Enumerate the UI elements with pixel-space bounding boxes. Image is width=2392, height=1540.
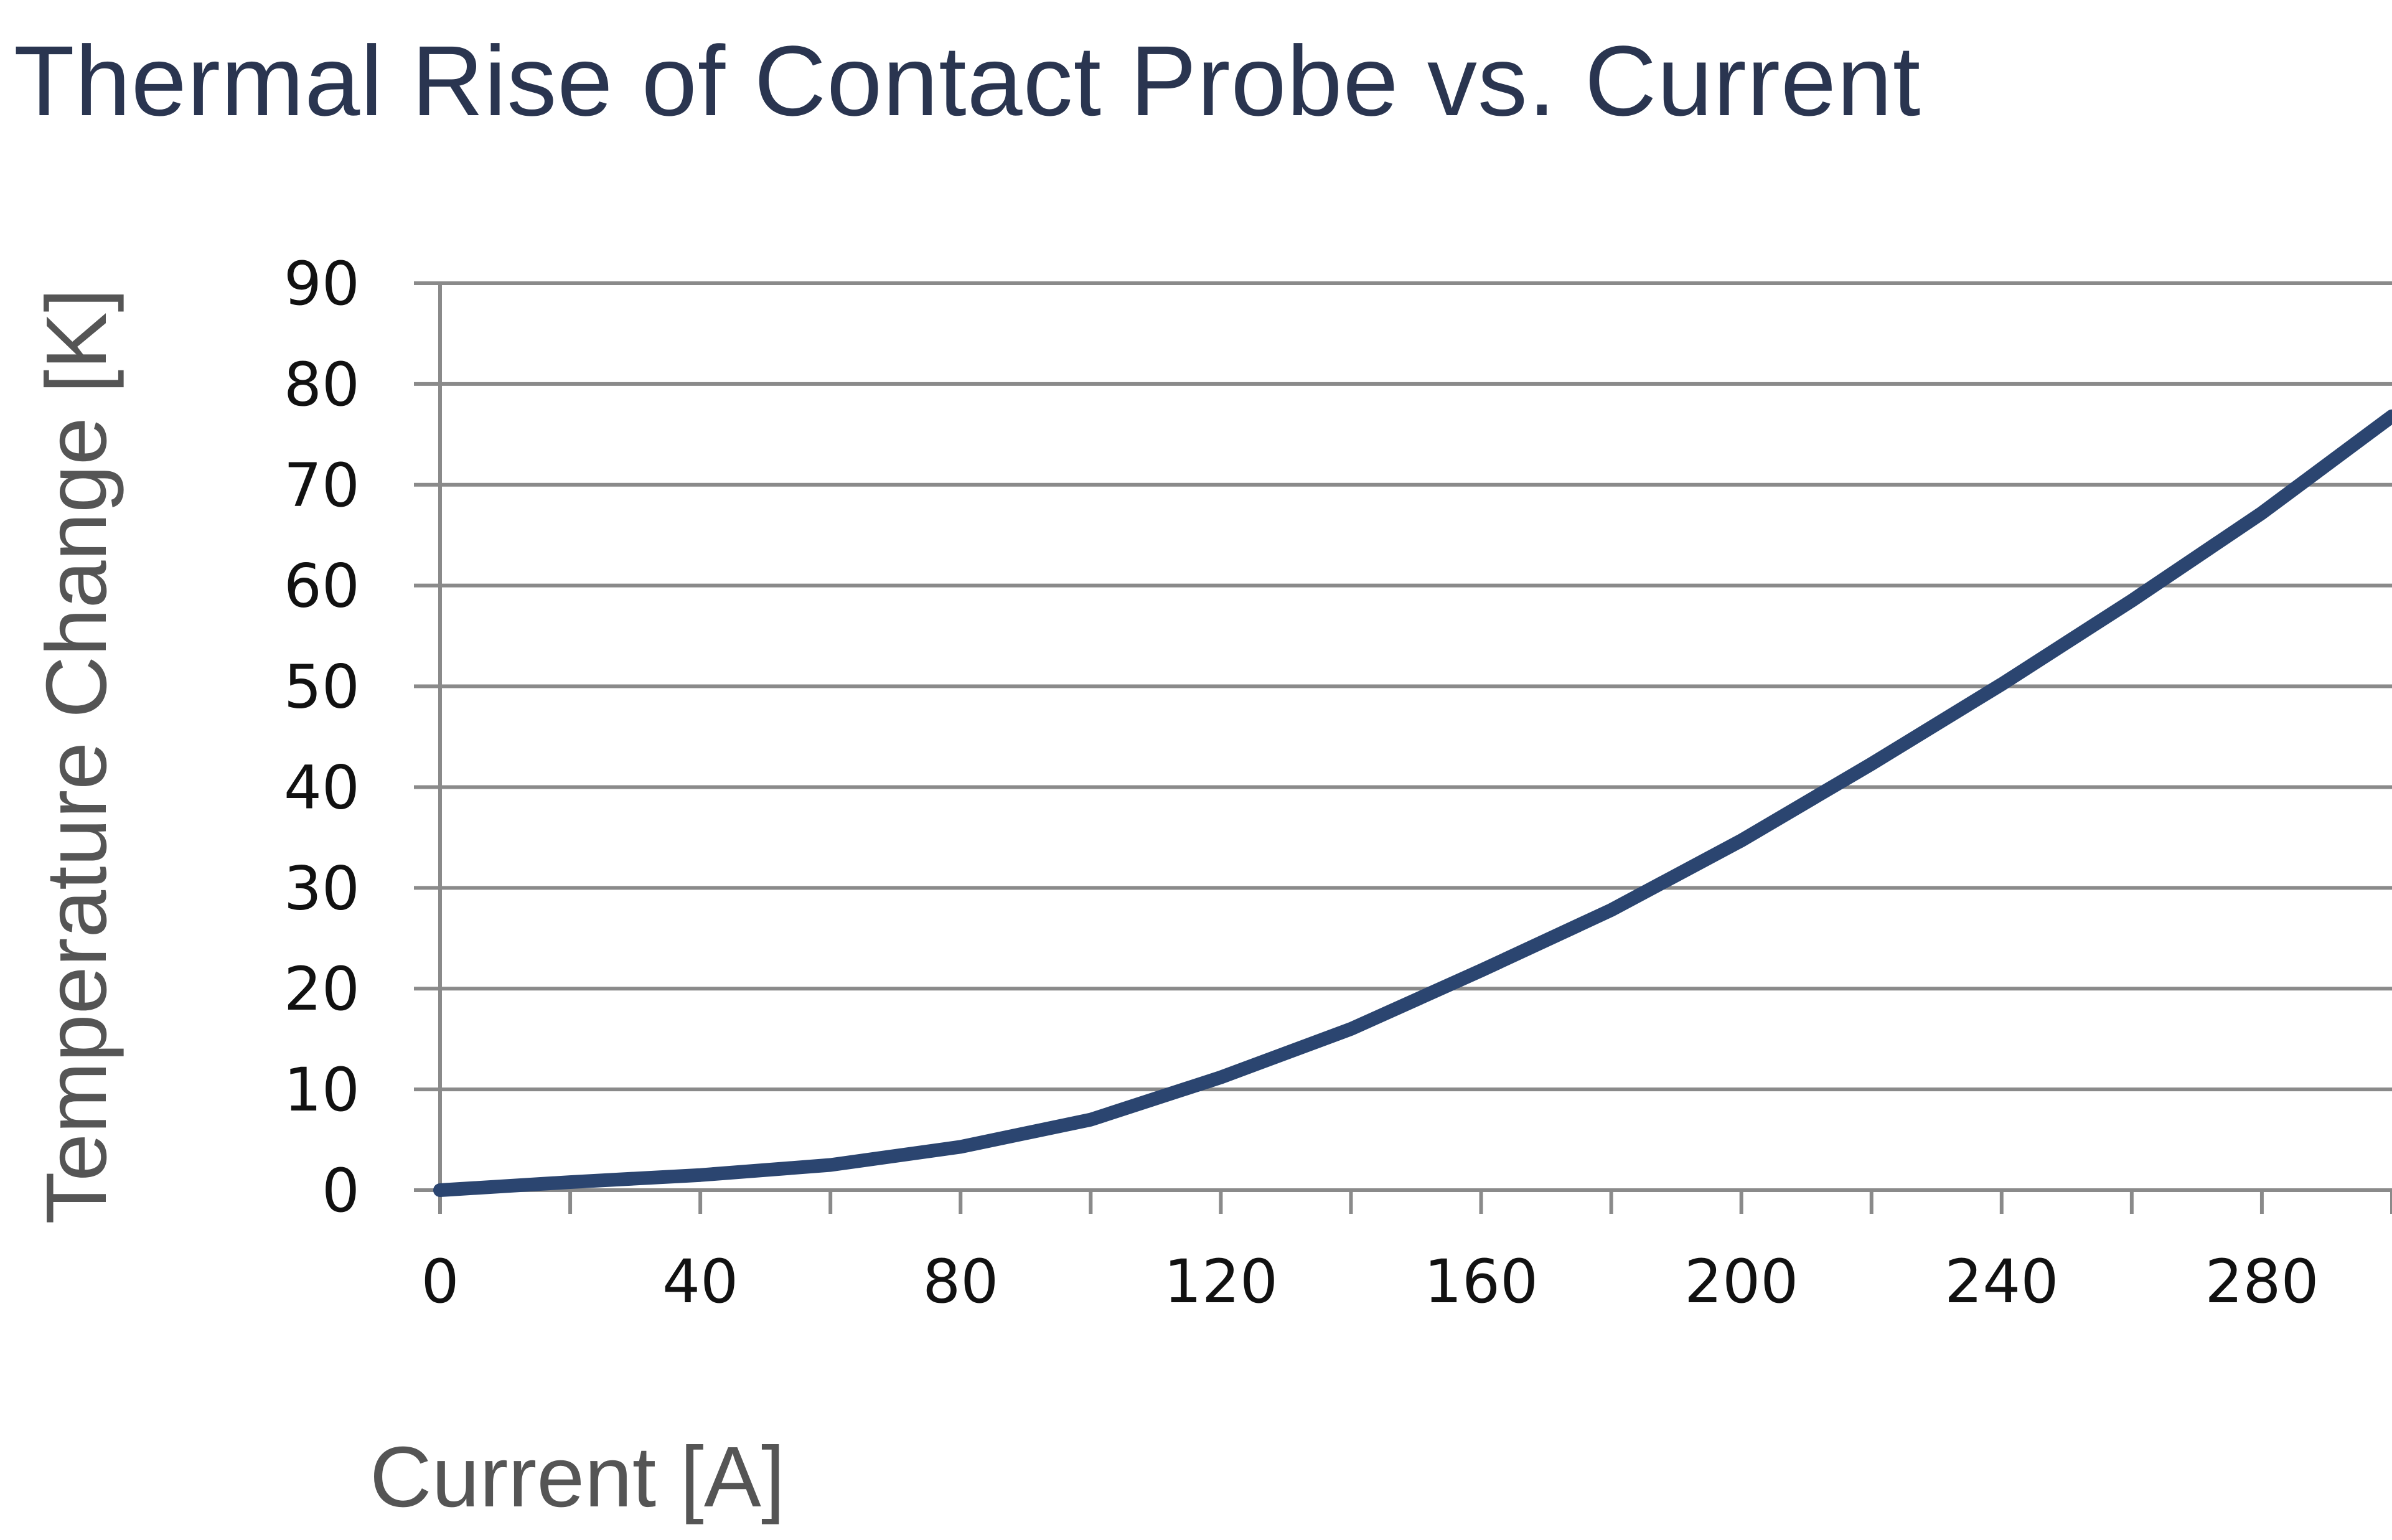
gridlines bbox=[414, 281, 2392, 1192]
x-tick-label: 280 bbox=[2205, 1247, 2319, 1317]
x-tick-label: 120 bbox=[1164, 1247, 1278, 1317]
y-tick-label: 0 bbox=[322, 1156, 360, 1226]
axes bbox=[438, 283, 2392, 1214]
x-tick-label: 80 bbox=[922, 1247, 998, 1317]
x-tick-label: 240 bbox=[1944, 1247, 2058, 1317]
y-tick-label: 50 bbox=[284, 652, 360, 722]
y-tick-label: 30 bbox=[284, 853, 360, 923]
y-axis-label: Temperature Change [K] bbox=[29, 288, 124, 1224]
y-tick-label: 40 bbox=[284, 753, 360, 822]
series-layer bbox=[433, 409, 2392, 1197]
y-tick-label: 90 bbox=[284, 249, 360, 319]
y-tick-label: 80 bbox=[284, 350, 360, 420]
x-tick-label: 40 bbox=[662, 1247, 738, 1317]
y-tick-label: 70 bbox=[284, 451, 360, 520]
x-axis-label: Current [A] bbox=[370, 1429, 785, 1525]
chart-title: Thermal Rise of Contact Probe vs. Curren… bbox=[14, 25, 1921, 136]
tick-labels: 0 10 20 30 40 50 60 70 80 90 0 40 80 120 160 200 240 280 bbox=[284, 249, 2319, 1317]
y-tick-label: 60 bbox=[284, 552, 360, 621]
x-tick-label: 160 bbox=[1424, 1247, 1538, 1317]
y-tick-label: 10 bbox=[284, 1055, 360, 1125]
y-tick-label: 20 bbox=[284, 954, 360, 1024]
series-line-0 bbox=[433, 409, 2392, 1197]
x-tick-label: 200 bbox=[1684, 1247, 1798, 1317]
x-tick-label: 0 bbox=[421, 1247, 459, 1317]
